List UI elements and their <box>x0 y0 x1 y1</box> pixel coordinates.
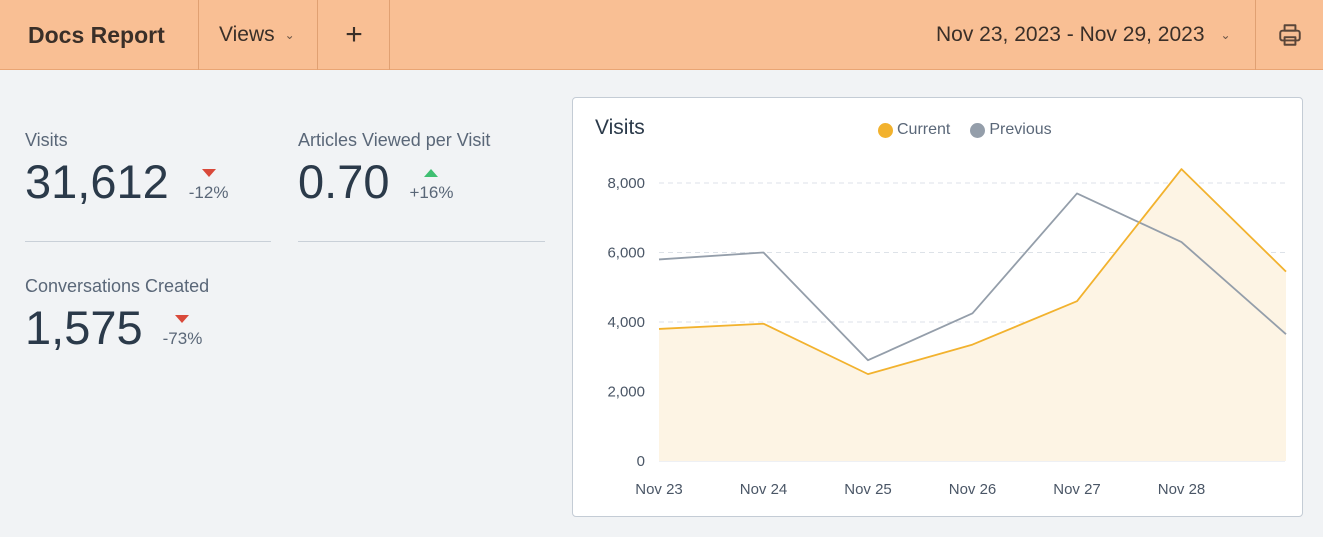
metric-label: Conversations Created <box>25 276 210 296</box>
arrow-up-icon <box>424 169 439 177</box>
metric-value: 0.70 <box>298 155 390 208</box>
current-point[interactable] <box>1071 295 1083 307</box>
x-tick-label: Nov 28 <box>1158 481 1206 498</box>
arrow-down-icon <box>201 169 216 177</box>
previous-point[interactable] <box>653 253 665 265</box>
y-tick-label: 6,000 <box>607 245 645 262</box>
current-point[interactable] <box>653 323 665 335</box>
previous-point[interactable] <box>1071 187 1083 199</box>
previous-point[interactable] <box>758 247 770 259</box>
previous-point[interactable] <box>1176 236 1188 248</box>
previous-point[interactable] <box>862 354 874 366</box>
divider <box>317 0 318 70</box>
articles-metric: Articles Viewed per Visit 0.70 +16% <box>298 130 490 207</box>
current-point[interactable] <box>1176 163 1188 175</box>
divider <box>298 241 545 242</box>
metric-label: Visits <box>25 130 68 150</box>
current-point[interactable] <box>862 368 874 380</box>
current-point[interactable] <box>758 318 770 330</box>
views-label: Views <box>219 23 275 46</box>
page-title: Docs Report <box>28 21 165 48</box>
divider <box>1255 0 1256 70</box>
printer-icon <box>1278 24 1301 46</box>
metric-value: 31,612 <box>25 155 169 208</box>
delta-text: -12% <box>188 183 229 202</box>
x-tick-label: Nov 26 <box>949 481 997 498</box>
date-range-label: Nov 23, 2023 - Nov 29, 2023 <box>936 23 1205 46</box>
delta-text: -73% <box>162 329 203 348</box>
conversations-metric: Conversations Created 1,575 -73% <box>25 276 209 353</box>
add-button[interactable]: + <box>318 0 390 70</box>
visits-metric: Visits 31,612 -12% <box>25 130 228 207</box>
visits-chart: 8,000 6,000 4,000 2,000 0 Nov 23 Nov 24 Nov 25 N… <box>607 163 1292 498</box>
y-tick-label: 0 <box>637 453 645 470</box>
x-tick-label: Nov 23 <box>635 481 683 498</box>
divider <box>389 0 390 70</box>
x-tick-label: Nov 24 <box>740 481 788 498</box>
arrow-down-icon <box>175 315 190 323</box>
previous-point[interactable] <box>1280 328 1292 340</box>
legend-label: Current <box>897 121 951 138</box>
print-button[interactable] <box>1256 0 1323 70</box>
plus-icon: + <box>345 18 363 51</box>
legend-dot <box>970 122 986 138</box>
divider <box>25 241 271 242</box>
current-point[interactable] <box>1280 266 1292 278</box>
x-tick-label: Nov 27 <box>1053 481 1101 498</box>
chart-title: Visits <box>595 116 645 139</box>
y-tick-label: 2,000 <box>607 384 645 401</box>
delta-text: +16% <box>409 183 454 202</box>
y-tick-label: 8,000 <box>607 175 645 192</box>
previous-point[interactable] <box>967 307 979 319</box>
legend-dot <box>878 122 893 138</box>
chevron-down-icon: ⌄ <box>284 28 295 42</box>
legend-item-current[interactable]: Current <box>878 121 950 139</box>
top-bar: Docs Report Views ⌄ + Nov 23, 2023 - Nov… <box>0 0 1323 70</box>
divider <box>198 0 199 70</box>
metric-label: Articles Viewed per Visit <box>298 130 491 150</box>
chart-legend: Current Previous <box>878 121 1072 139</box>
x-tick-label: Nov 25 <box>844 481 892 498</box>
chevron-down-icon: ⌄ <box>1220 28 1231 42</box>
visits-chart-card: Visits Current Previous 8,000 6,000 4,000 2… <box>572 97 1303 517</box>
date-range-picker[interactable]: Nov 23, 2023 - Nov 29, 2023 ⌄ <box>936 0 1231 70</box>
current-point[interactable] <box>967 339 979 351</box>
metric-delta: -12% <box>188 169 229 207</box>
metric-value: 1,575 <box>25 301 143 354</box>
metric-delta: -73% <box>162 315 203 353</box>
legend-item-previous[interactable]: Previous <box>970 121 1052 139</box>
legend-label: Previous <box>989 121 1052 138</box>
metric-delta: +16% <box>409 169 453 207</box>
views-dropdown[interactable]: Views ⌄ <box>219 0 295 70</box>
current-series-area <box>659 169 1286 461</box>
y-tick-label: 4,000 <box>607 314 645 331</box>
current-series-line <box>658 168 1287 376</box>
previous-series-line <box>658 192 1287 362</box>
